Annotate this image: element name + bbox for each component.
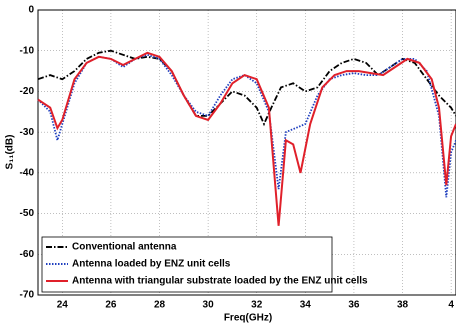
legend: Conventional antenna Antenna loaded by EN… [41,236,368,293]
x-tick-label: 26 [105,300,117,311]
x-axis-label: Freq(GHz) [224,313,272,324]
y-tick-label: -70 [20,290,35,301]
legend-label: Antenna with triangular substrate loaded… [72,276,368,287]
x-tick-label: 36 [348,300,360,311]
legend-label: Conventional antenna [72,242,177,253]
x-tick-label: 34 [300,300,312,311]
y-tick-label: -60 [20,249,35,260]
x-tick-label: 30 [203,300,215,311]
y-tick-label: -30 [20,127,35,138]
y-tick-label: -50 [20,208,35,219]
series-line [37,49,456,127]
legend-box [41,236,333,293]
plot-frame [37,9,456,296]
y-axis-label: S₁₁(dB) [5,135,16,170]
x-tick-label: 32 [251,300,263,311]
y-tick-label: -40 [20,167,35,178]
y-tick-label: -10 [20,45,35,56]
x-tick-label: 4 [448,300,454,311]
x-tick-label: 38 [397,300,409,311]
series-line [37,51,456,226]
x-tick-label: 24 [57,300,69,311]
y-tick-label: 0 [28,5,34,16]
y-tick-label: -20 [20,86,35,97]
x-tick-label: 28 [154,300,166,311]
legend-label: Antenna loaded by ENZ unit cells [72,259,231,270]
